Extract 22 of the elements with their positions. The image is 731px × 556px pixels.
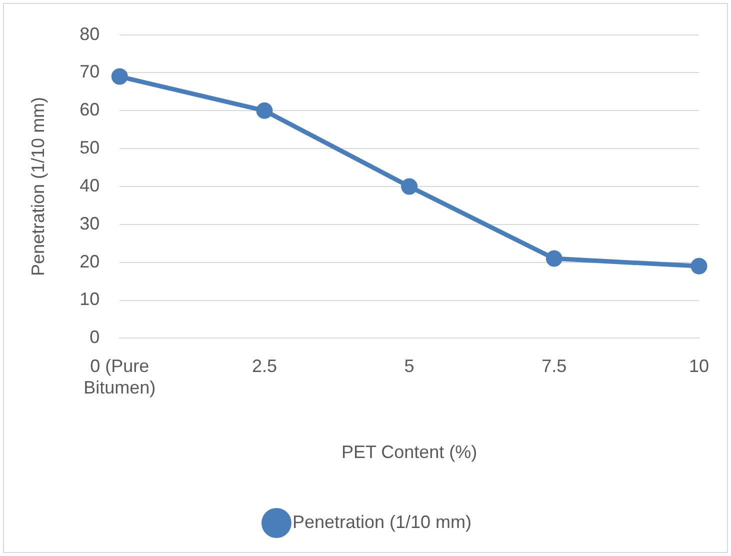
point	[111, 68, 128, 85]
x-tick-label: 0 (Pure Bitumen)	[84, 356, 156, 398]
y-tick-label: 50	[80, 138, 100, 158]
x-tick-label: 2.5	[252, 356, 277, 376]
y-tick-label: 30	[80, 213, 100, 234]
y-tick-label: 60	[80, 100, 100, 120]
point	[690, 258, 708, 274]
y-tick-label: 80	[80, 24, 100, 44]
y-tick-label: 10	[80, 289, 100, 310]
y-tick-label: 40	[80, 175, 100, 196]
x-tick-label: 5	[404, 356, 414, 376]
legend-label: Penetration (1/10 mm)	[292, 512, 472, 532]
y-tick-label: 20	[80, 251, 100, 272]
x-axis-title: PET Content (%)	[341, 442, 478, 462]
point	[256, 102, 273, 119]
point	[401, 178, 418, 195]
x-tick-label: 10	[688, 356, 710, 376]
point	[546, 250, 562, 267]
y-axis-title: Penetration (1/10 mm)	[28, 96, 48, 276]
y-tick-label: 70	[80, 62, 100, 82]
y-tick-label: 0	[90, 327, 100, 348]
x-tick-label: 7.5	[542, 356, 567, 376]
